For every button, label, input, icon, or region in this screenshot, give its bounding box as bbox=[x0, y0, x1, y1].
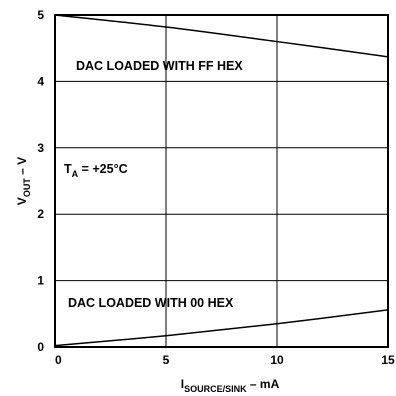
y-axis-label-subscript: OUT bbox=[22, 178, 32, 198]
y-tick-label-3: 3 bbox=[37, 141, 44, 155]
y-axis-label: VOUT – V bbox=[15, 157, 32, 205]
plot-frame bbox=[54, 14, 389, 348]
series-label-ff-hex: DAC LOADED WITH FF HEX bbox=[76, 59, 243, 73]
condition-symbol: T bbox=[64, 162, 72, 176]
condition-subscript: A bbox=[72, 169, 79, 179]
y-tick-label-0: 0 bbox=[37, 340, 44, 354]
series-line-0 bbox=[54, 14, 389, 58]
condition-value: = +25°C bbox=[78, 162, 127, 176]
series-line-1 bbox=[54, 309, 389, 347]
x-tick-label-15: 15 bbox=[381, 353, 395, 367]
y-tick-label-2: 2 bbox=[37, 207, 44, 221]
y-tick-label-4: 4 bbox=[37, 74, 44, 88]
x-tick-label-10: 10 bbox=[270, 353, 284, 367]
y-tick-label-5: 5 bbox=[37, 8, 44, 22]
y-axis-label-unit: – V bbox=[15, 157, 29, 178]
y-tick-label-1: 1 bbox=[37, 274, 44, 288]
x-tick-label-0: 0 bbox=[55, 353, 62, 367]
series-label-00-hex: DAC LOADED WITH 00 HEX bbox=[68, 296, 234, 310]
x-axis-label-unit: – mA bbox=[247, 377, 280, 391]
condition-label: TA = +25°C bbox=[64, 162, 128, 179]
x-axis-label: ISOURCE/SINK – mA bbox=[181, 377, 280, 394]
x-axis-label-subscript: SOURCE/SINK bbox=[184, 384, 247, 394]
x-axis-label-main: I bbox=[181, 377, 184, 391]
tick-labels: 0 5 10 15 0 1 2 3 4 5 bbox=[37, 8, 395, 367]
y-axis-label-main: V bbox=[15, 197, 29, 205]
series-lines bbox=[54, 14, 389, 347]
x-tick-label-5: 5 bbox=[163, 353, 170, 367]
